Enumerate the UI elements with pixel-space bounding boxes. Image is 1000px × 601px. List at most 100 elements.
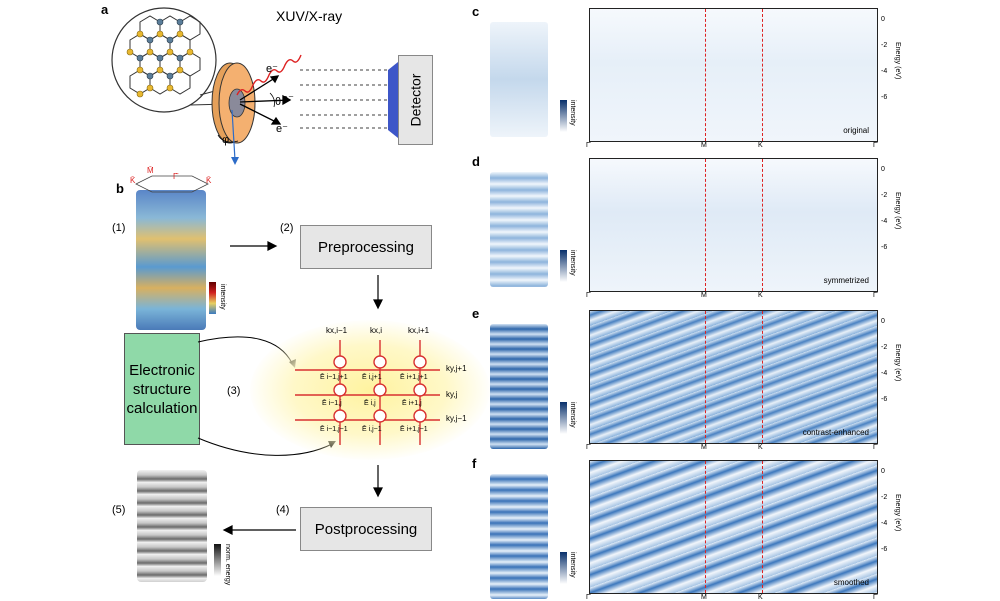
panel-f-colorbar-label: intensity: [569, 552, 576, 578]
panel-d-colorbar-label: intensity: [569, 250, 576, 276]
panel-d-ytick-2: -4: [881, 218, 888, 225]
panel-d-xtick-3: Γ̄: [873, 292, 877, 299]
step-4-label: (4): [276, 504, 290, 516]
panel-c-xtick-1: M̄: [701, 142, 707, 149]
energy-block: [137, 470, 207, 582]
panel-e-colorbar: [560, 402, 567, 434]
panel-f-xtick-0: Γ̄: [586, 594, 590, 601]
grid-top-1: kx,i: [370, 326, 382, 335]
bz-gamma: Γ̄: [173, 172, 178, 181]
bz-k-right: K̄: [206, 176, 212, 185]
panel-d-m-line: [705, 159, 706, 291]
panel-b-letter: b: [116, 181, 124, 196]
panel-d-ytick-0: 0: [881, 166, 885, 173]
panel-e-ytick-0: 0: [881, 318, 885, 325]
panel-c-3d-block: [490, 22, 548, 137]
panel-c-xtick-3: Γ̄: [873, 142, 877, 149]
panel-c-letter: c: [472, 4, 480, 19]
panel-c-xtick-0: Γ̄: [586, 142, 590, 149]
panel-d-band-plot: symmetrized: [589, 158, 878, 292]
panel-d-ylabel: Energy (eV): [894, 192, 901, 230]
electronic-structure-box: Electronic structure calculation: [124, 333, 200, 445]
step-5-label: (5): [112, 504, 126, 516]
panel-f-ytick-2: -4: [881, 520, 888, 527]
panel-c-colorbar: [560, 100, 567, 132]
panel-c-k-line: [762, 9, 763, 141]
grid-node-1-1: Ē i,j: [364, 400, 376, 407]
postprocessing-box: Postprocessing: [300, 507, 432, 551]
panel-e-band-plot: contrast-enhanced: [589, 310, 878, 444]
panel-c-ytick-2: -4: [881, 68, 888, 75]
electronic-structure-label: Electronic structure calculation: [126, 361, 198, 417]
panel-d-corner-label: symmetrized: [823, 276, 869, 285]
detector-label: Detector: [407, 73, 424, 127]
grid-node-2-0: Ē i−1,j−1: [320, 426, 348, 433]
panel-f-3d-block: [490, 474, 548, 599]
panel-e-xtick-3: Γ̄: [873, 444, 877, 451]
panel-f-corner-label: smoothed: [833, 578, 869, 587]
panel-e-k-line: [762, 311, 763, 443]
panel-f-m-line: [705, 461, 706, 593]
detector-box: Detector: [398, 55, 433, 145]
xuv-label: XUV/X-ray: [276, 8, 343, 24]
panel-f-xtick-3: Γ̄: [873, 594, 877, 601]
panel-f-ylabel: Energy (eV): [894, 494, 901, 532]
step-1-label: (1): [112, 222, 126, 234]
panel-c-corner-label: original: [843, 126, 869, 135]
panel-e-xtick-0: Γ̄: [586, 444, 590, 451]
panel-c-ytick-3: -6: [881, 94, 888, 101]
phi-label: φ: [222, 134, 230, 146]
panel-d-ytick-3: -6: [881, 244, 888, 251]
panel-e-ytick-2: -4: [881, 370, 888, 377]
electron-label-2: e⁻: [282, 93, 294, 105]
grid-right-2: ky,j−1: [446, 414, 467, 423]
panel-f-xtick-2: K̄: [758, 594, 763, 601]
theta-label: θ: [275, 96, 282, 108]
panel-f-band-plot: smoothed: [589, 460, 878, 594]
panel-f-k-line: [762, 461, 763, 593]
electron-label-3: e⁻: [276, 123, 288, 135]
grid-node-0-1: Ē i,j+1: [362, 374, 382, 381]
panel-f-ytick-3: -6: [881, 546, 888, 553]
bz-hexagon: [135, 175, 209, 193]
intensity-colorbar-b: [209, 282, 216, 314]
panel-c-m-line: [705, 9, 706, 141]
panel-f-ytick-0: 0: [881, 468, 885, 475]
intensity-label-b: intensity: [219, 284, 226, 310]
panel-e-ytick-3: -6: [881, 396, 888, 403]
panel-f-colorbar: [560, 552, 567, 584]
panel-e-ylabel: Energy (eV): [894, 344, 901, 382]
bz-k-left: K̄: [130, 176, 136, 185]
panel-f-ytick-1: -2: [881, 494, 888, 501]
panel-e-ytick-1: -2: [881, 344, 888, 351]
panel-c-colorbar-label: intensity: [569, 100, 576, 126]
panel-e-xtick-1: M̄: [701, 444, 707, 451]
grid-right-0: ky,j+1: [446, 364, 467, 373]
panel-c-ytick-0: 0: [881, 16, 885, 23]
panel-d-xtick-0: Γ̄: [586, 292, 590, 299]
grid-right-1: ky,j: [446, 390, 458, 399]
panel-f-letter: f: [472, 456, 477, 471]
grid-top-2: kx,i+1: [408, 326, 430, 335]
preprocessing-box: Preprocessing: [300, 225, 432, 269]
preprocessing-label: Preprocessing: [318, 238, 414, 256]
panel-e-colorbar-label: intensity: [569, 402, 576, 428]
panel-f-xtick-1: M̄: [701, 594, 707, 601]
panel-d-xtick-2: K̄: [758, 292, 763, 299]
panel-c-ytick-1: -2: [881, 42, 888, 49]
grid-node-1-0: Ē i−1,j: [322, 400, 342, 407]
panel-c-ylabel: Energy (eV): [894, 42, 901, 80]
panel-e-3d-block: [490, 324, 548, 449]
step-2-label: (2): [280, 222, 294, 234]
panel-d-3d-block: [490, 172, 548, 287]
panel-d-letter: d: [472, 154, 480, 169]
panel-c-band-plot: original: [589, 8, 878, 142]
grid-glow: [250, 320, 490, 460]
grid-node-1-2: Ē i+1,j: [402, 400, 422, 407]
panel-c-xtick-2: K̄: [758, 142, 763, 149]
panel-d-k-line: [762, 159, 763, 291]
norm-energy-label: norm. energy: [224, 544, 231, 586]
panel-e-m-line: [705, 311, 706, 443]
panel-e-xtick-2: K̄: [758, 444, 763, 451]
grid-node-2-2: Ē i+1,j−1: [400, 426, 428, 433]
